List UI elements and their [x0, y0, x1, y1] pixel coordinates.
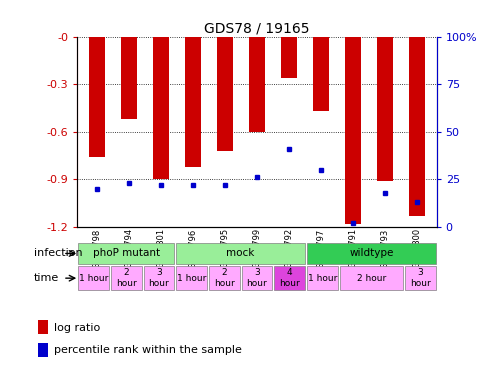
Bar	[111, 266, 142, 290]
Text: 2
hour: 2 hour	[116, 268, 137, 288]
Bar	[405, 266, 436, 290]
Bar	[209, 266, 240, 290]
Text: mock: mock	[227, 249, 255, 258]
Bar	[307, 243, 436, 264]
Bar	[185, 37, 201, 167]
Text: 1 hour: 1 hour	[79, 274, 108, 283]
Bar	[38, 343, 48, 356]
Bar	[176, 266, 207, 290]
Text: percentile rank within the sample: percentile rank within the sample	[54, 346, 242, 355]
Text: wildtype: wildtype	[349, 249, 394, 258]
Text: log ratio: log ratio	[54, 322, 100, 333]
Bar	[88, 37, 105, 157]
Text: infection: infection	[34, 249, 83, 258]
Text: 4
hour: 4 hour	[279, 268, 300, 288]
Text: 3
hour: 3 hour	[410, 268, 431, 288]
Bar	[340, 266, 403, 290]
Title: GDS78 / 19165: GDS78 / 19165	[204, 22, 310, 36]
Text: 2 hour: 2 hour	[357, 274, 386, 283]
Text: 1 hour: 1 hour	[307, 274, 337, 283]
Bar	[409, 37, 425, 216]
Bar	[78, 266, 109, 290]
Text: 3
hour: 3 hour	[247, 268, 267, 288]
Text: time: time	[34, 273, 59, 283]
Bar	[281, 37, 297, 78]
Bar	[377, 37, 393, 181]
Bar	[345, 37, 361, 224]
Bar	[144, 266, 174, 290]
Bar	[313, 37, 329, 111]
Bar	[307, 266, 338, 290]
Text: phoP mutant: phoP mutant	[93, 249, 160, 258]
Text: 3
hour: 3 hour	[149, 268, 169, 288]
Text: 2
hour: 2 hour	[214, 268, 235, 288]
Bar	[176, 243, 305, 264]
Bar	[274, 266, 305, 290]
Text: 1 hour: 1 hour	[177, 274, 207, 283]
Bar	[78, 243, 174, 264]
Bar	[217, 37, 233, 151]
Bar	[153, 37, 169, 179]
Bar	[121, 37, 137, 119]
Bar	[249, 37, 265, 132]
Bar	[242, 266, 272, 290]
Bar	[38, 321, 48, 334]
